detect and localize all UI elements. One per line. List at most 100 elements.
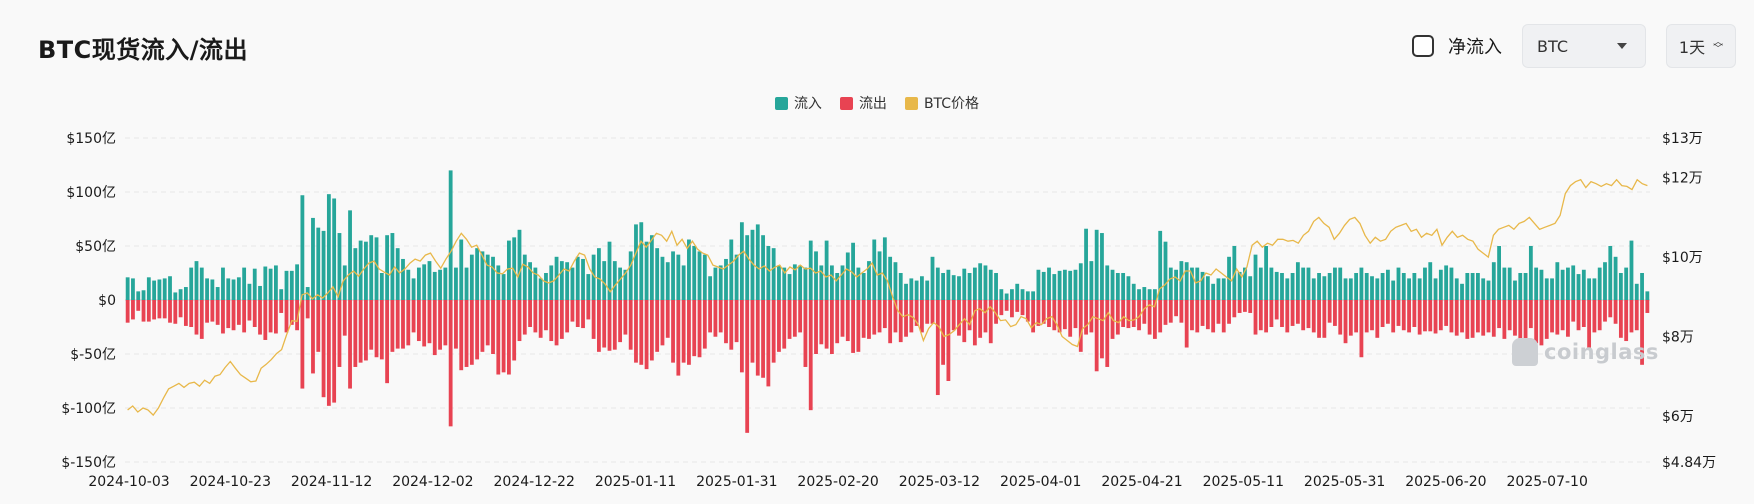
- outflow-bar: [1295, 300, 1300, 324]
- outflow-bar: [925, 300, 930, 324]
- inflow-bar: [1618, 273, 1623, 300]
- inflow-bar: [422, 264, 427, 300]
- outflow-bar: [1470, 300, 1475, 338]
- legend-item-price[interactable]: BTC价格: [904, 93, 979, 113]
- inflow-bar: [1274, 271, 1279, 300]
- outflow-bar: [904, 300, 908, 337]
- outflow-bar: [824, 300, 829, 349]
- outflow-bar: [1078, 300, 1083, 352]
- x-tick-label: 2025-04-01: [1000, 474, 1081, 490]
- inflow-bar: [1306, 267, 1311, 300]
- inflow-bar: [258, 285, 262, 300]
- inflow-bar: [1211, 283, 1216, 300]
- inflow-bar: [1486, 280, 1491, 300]
- outflow-bar: [1094, 300, 1099, 372]
- inflow-bar: [1528, 246, 1533, 300]
- net-flow-checkbox[interactable]: [1412, 35, 1434, 57]
- inflow-bar: [845, 252, 850, 300]
- inflow-bar: [766, 246, 771, 300]
- inflow-bar: [528, 262, 532, 300]
- outflow-bar: [1544, 300, 1549, 339]
- inflow-bar: [1248, 276, 1253, 300]
- outflow-bar: [1423, 300, 1427, 332]
- asset-select[interactable]: BTC: [1522, 24, 1646, 68]
- inflow-bar: [1258, 267, 1263, 300]
- outflow-bar: [1073, 300, 1078, 329]
- inflow-bar: [1094, 229, 1099, 300]
- outflow-bar: [581, 300, 585, 329]
- outflow-bar: [1497, 300, 1501, 329]
- inflow-bar: [978, 263, 983, 300]
- inflow-bar: [724, 258, 728, 300]
- inflow-bar: [464, 267, 469, 300]
- inflow-bar: [1539, 269, 1544, 300]
- legend-item-outflow[interactable]: 流出: [839, 93, 887, 113]
- outflow-bar: [1126, 300, 1131, 329]
- inflow-bar: [1121, 273, 1126, 300]
- outflow-bar: [1518, 300, 1523, 342]
- inflow-bar: [1047, 267, 1051, 300]
- inflow-bar: [819, 265, 824, 300]
- inflow-bar: [1115, 273, 1120, 300]
- outflow-bar: [777, 300, 781, 352]
- outflow-bar: [549, 300, 554, 342]
- y-tick-label: $-150亿: [61, 455, 116, 471]
- inflow-bar: [655, 248, 660, 300]
- inflow-bar: [1460, 283, 1464, 300]
- outflow-bar: [1465, 300, 1470, 339]
- x-tick-label: 2025-05-11: [1203, 474, 1284, 490]
- outflow-bar: [1105, 300, 1110, 367]
- outflow-bar: [1592, 300, 1597, 333]
- outflow-bar: [702, 300, 707, 349]
- inflow-bar: [607, 241, 612, 300]
- inflow-bar: [729, 239, 734, 300]
- outflow-bar: [893, 300, 898, 333]
- outflow-bar: [274, 300, 278, 334]
- inflow-bar: [1285, 278, 1290, 300]
- inflow-bar: [512, 237, 517, 300]
- period-select[interactable]: 1天 ︿ ﹀: [1666, 24, 1736, 68]
- outflow-bar: [739, 300, 744, 373]
- inflow-bar: [660, 256, 665, 300]
- inflow-bar: [994, 273, 998, 300]
- x-tick-label: 2024-12-22: [494, 474, 575, 490]
- inflow-bar: [893, 262, 898, 300]
- x-tick-label: 2025-02-20: [797, 474, 878, 490]
- outflow-bar: [279, 300, 284, 313]
- inflow-bar: [1555, 262, 1560, 300]
- inflow-bar: [1497, 246, 1501, 300]
- outflow-bar: [713, 300, 718, 337]
- outflow-bar: [210, 300, 215, 322]
- outflow-bar: [644, 300, 649, 370]
- outflow-bar: [1269, 300, 1274, 327]
- inflow-bar: [353, 248, 358, 300]
- outflow-bar: [485, 300, 490, 346]
- outflow-bar: [358, 300, 363, 363]
- outflow-bar: [708, 300, 713, 333]
- outflow-bar: [755, 300, 760, 376]
- inflow-bar: [1634, 283, 1639, 300]
- inflow-bar: [1544, 278, 1549, 300]
- outflow-bar: [475, 300, 480, 360]
- inflow-bar: [1179, 261, 1184, 300]
- inflow-bar: [162, 278, 167, 300]
- inflow-bar: [681, 265, 686, 300]
- outflow-bar: [766, 300, 771, 387]
- inflow-bar: [364, 241, 368, 300]
- inflow-bar: [718, 265, 723, 300]
- outflow-bar: [300, 300, 305, 389]
- outflow-bar: [406, 300, 411, 346]
- outflow-bar: [898, 300, 903, 343]
- inflow-bar: [1036, 269, 1041, 300]
- legend-item-inflow[interactable]: 流入: [774, 93, 822, 113]
- x-tick-label: 2025-04-21: [1101, 474, 1182, 490]
- inflow-bar: [930, 256, 935, 300]
- inflow-bar: [1264, 246, 1269, 300]
- net-flow-toggle[interactable]: 净流入: [1412, 33, 1502, 59]
- inflow-bar: [1603, 262, 1607, 300]
- inflow-bar: [1491, 262, 1496, 300]
- inflow-bar: [252, 268, 257, 300]
- inflow-bar: [316, 227, 321, 300]
- inflow-bar: [247, 283, 252, 300]
- inflow-bar: [1571, 265, 1576, 300]
